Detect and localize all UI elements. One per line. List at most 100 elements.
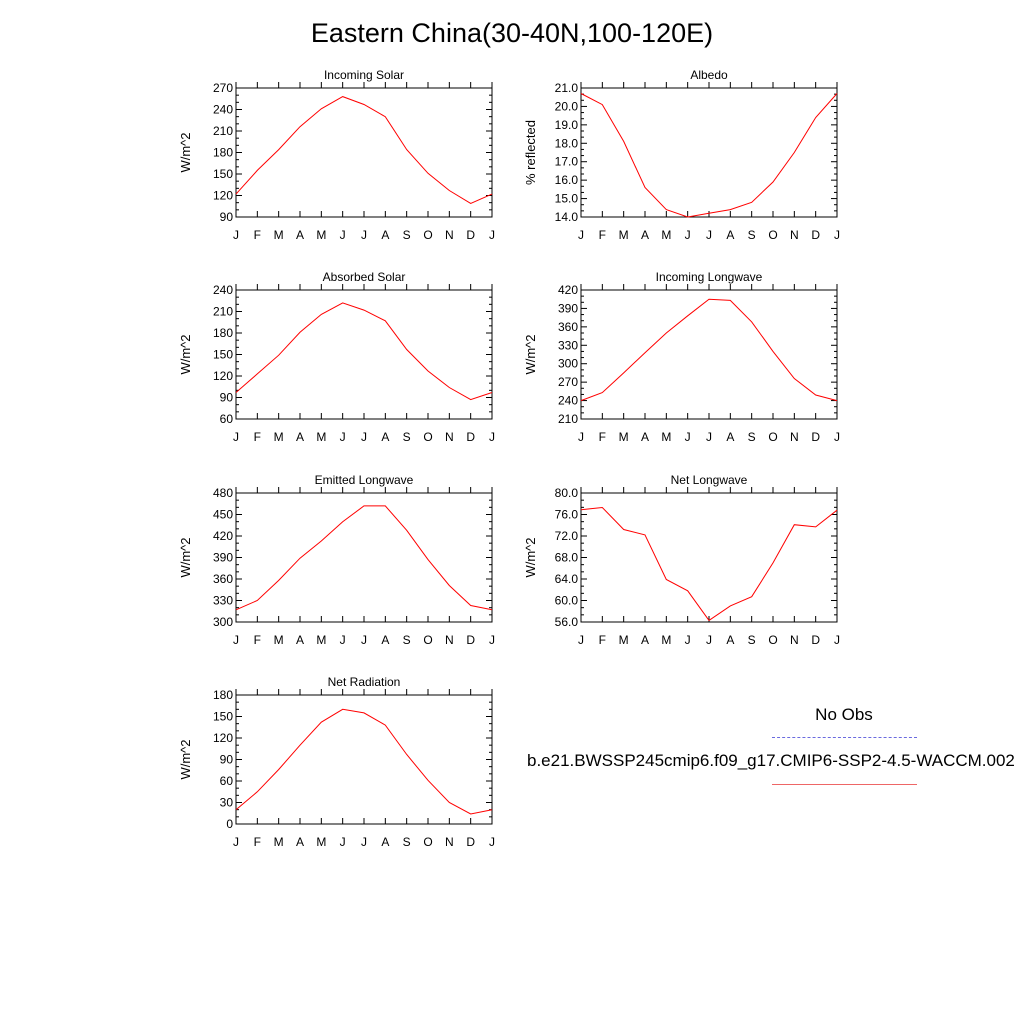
net-longwave-title: Net Longwave	[671, 473, 748, 487]
albedo-ytick-label: 14.0	[555, 210, 579, 224]
net-longwave-xtick-label: J	[685, 633, 691, 647]
incoming-longwave-xtick-label: O	[768, 430, 777, 444]
emitted-longwave-xtick-label: J	[233, 633, 239, 647]
albedo-ytick-label: 19.0	[555, 118, 579, 132]
albedo-ytick-label: 16.0	[555, 173, 579, 187]
albedo-xtick-label: M	[619, 228, 629, 242]
absorbed-solar-xtick-label: M	[316, 430, 326, 444]
incoming-solar-ytick-label: 90	[220, 210, 234, 224]
net-longwave-xtick-label: A	[641, 633, 649, 647]
absorbed-solar-ytick-label: 120	[213, 369, 233, 383]
incoming-solar-xtick-label: D	[466, 228, 475, 242]
net-radiation-ytick-label: 60	[220, 774, 234, 788]
incoming-longwave-ytick-label: 330	[558, 338, 578, 352]
absorbed-solar-xtick-label: D	[466, 430, 475, 444]
legend-obs-label: No Obs	[815, 705, 873, 724]
net-longwave-series-line	[580, 506, 838, 622]
albedo-ylabel: % reflected	[523, 120, 538, 185]
incoming-longwave-ytick-label: 390	[558, 301, 578, 315]
net-radiation-xtick-label: J	[340, 835, 346, 849]
chart-net-longwave: 56.060.064.068.072.076.080.0J F M A M J J A S O N D…	[523, 473, 840, 647]
incoming-solar-xtick-label: A	[296, 228, 304, 242]
incoming-longwave-ytick-label: 300	[558, 357, 578, 371]
emitted-longwave-xtick-label: S	[403, 633, 411, 647]
incoming-solar-plot-frame	[235, 87, 493, 218]
emitted-longwave-ytick-label: 300	[213, 615, 233, 629]
incoming-solar-xtick-label: N	[445, 228, 454, 242]
absorbed-solar-ytick-label: 60	[220, 412, 234, 426]
net-radiation-ytick-label: 180	[213, 688, 233, 702]
albedo-ytick-label: 15.0	[555, 192, 579, 206]
incoming-solar-title: Incoming Solar	[324, 68, 404, 82]
emitted-longwave-xtick-label: D	[466, 633, 475, 647]
emitted-longwave-xtick-label: F	[254, 633, 261, 647]
incoming-solar-ylabel: W/m^2	[178, 132, 193, 172]
net-radiation-xtick-label: A	[381, 835, 389, 849]
incoming-solar-xtick-label: J	[361, 228, 367, 242]
albedo-plot-frame	[580, 87, 838, 218]
net-radiation-xtick-label: F	[254, 835, 261, 849]
albedo-xtick-label: J	[685, 228, 691, 242]
incoming-solar-ytick-label: 240	[213, 103, 233, 117]
net-radiation-series-line	[235, 708, 493, 815]
absorbed-solar-xtick-label: J	[489, 430, 495, 444]
absorbed-solar-ytick-label: 210	[213, 305, 233, 319]
absorbed-solar-xtick-label: A	[296, 430, 304, 444]
net-longwave-xtick-label: J	[706, 633, 712, 647]
absorbed-solar-xtick-label: O	[423, 430, 432, 444]
incoming-longwave-xtick-label: M	[661, 430, 671, 444]
net-radiation-xtick-label: A	[296, 835, 304, 849]
albedo-ytick-label: 17.0	[555, 155, 579, 169]
incoming-solar-ytick-label: 180	[213, 146, 233, 160]
incoming-solar-xtick-label: F	[254, 228, 261, 242]
absorbed-solar-ytick-label: 180	[213, 326, 233, 340]
emitted-longwave-ytick-label: 480	[213, 486, 233, 500]
incoming-longwave-plot-frame	[580, 289, 838, 420]
net-radiation-xtick-label: S	[403, 835, 411, 849]
absorbed-solar-xtick-label: N	[445, 430, 454, 444]
albedo-ytick-label: 18.0	[555, 136, 579, 150]
emitted-longwave-title: Emitted Longwave	[315, 473, 414, 487]
albedo-series-line	[580, 93, 838, 218]
albedo-xtick-label: F	[599, 228, 606, 242]
net-radiation-xtick-label: J	[233, 835, 239, 849]
albedo-xtick-label: J	[706, 228, 712, 242]
albedo-xtick-label: S	[748, 228, 756, 242]
incoming-longwave-xtick-label: A	[641, 430, 649, 444]
absorbed-solar-ytick-label: 240	[213, 283, 233, 297]
emitted-longwave-ytick-label: 450	[213, 508, 233, 522]
incoming-longwave-xtick-label: F	[599, 430, 606, 444]
net-radiation-ylabel: W/m^2	[178, 739, 193, 779]
incoming-longwave-xtick-label: M	[619, 430, 629, 444]
incoming-solar-ytick-label: 270	[213, 81, 233, 95]
net-radiation-ytick-label: 0	[226, 817, 233, 831]
albedo-ytick-label: 21.0	[555, 81, 579, 95]
incoming-longwave-xtick-label: N	[790, 430, 799, 444]
net-longwave-xtick-label: F	[599, 633, 606, 647]
absorbed-solar-plot-frame	[235, 289, 493, 420]
net-longwave-xtick-label: J	[834, 633, 840, 647]
incoming-longwave-xtick-label: S	[748, 430, 756, 444]
net-longwave-ytick-label: 64.0	[555, 572, 579, 586]
net-longwave-ytick-label: 80.0	[555, 486, 579, 500]
absorbed-solar-title: Absorbed Solar	[323, 270, 406, 284]
emitted-longwave-ytick-label: 390	[213, 551, 233, 565]
incoming-longwave-xtick-label: J	[578, 430, 584, 444]
net-longwave-ytick-label: 56.0	[555, 615, 579, 629]
incoming-solar-ytick-label: 120	[213, 189, 233, 203]
emitted-longwave-xtick-label: J	[340, 633, 346, 647]
legend-model-label: b.e21.BWSSP245cmip6.f09_g17.CMIP6-SSP2-4…	[527, 751, 1015, 770]
incoming-longwave-ytick-label: 270	[558, 375, 578, 389]
net-radiation-xtick-label: M	[274, 835, 284, 849]
incoming-solar-xtick-label: J	[233, 228, 239, 242]
incoming-longwave-xtick-label: J	[834, 430, 840, 444]
albedo-ytick-label: 20.0	[555, 99, 579, 113]
emitted-longwave-xtick-label: A	[296, 633, 304, 647]
net-radiation-xtick-label: J	[361, 835, 367, 849]
incoming-solar-ytick-label: 150	[213, 167, 233, 181]
emitted-longwave-xtick-label: N	[445, 633, 454, 647]
net-longwave-xtick-label: D	[811, 633, 820, 647]
